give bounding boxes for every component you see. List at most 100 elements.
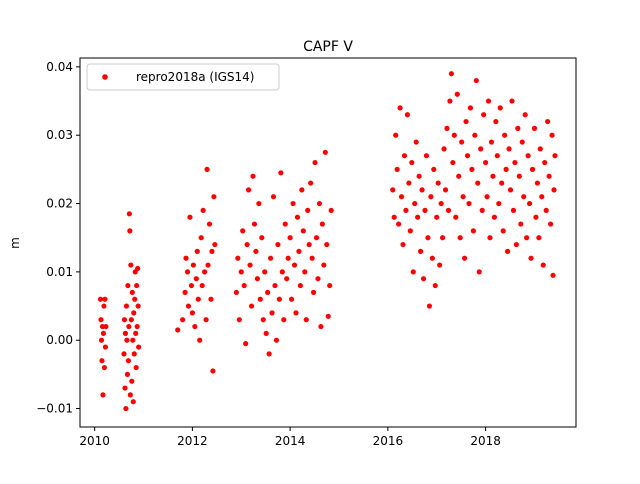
data-point xyxy=(240,228,246,234)
data-point xyxy=(536,235,542,241)
data-point xyxy=(257,296,263,302)
data-point xyxy=(459,139,465,145)
data-point xyxy=(102,296,108,302)
data-point xyxy=(400,241,406,248)
data-point xyxy=(493,118,499,125)
data-point xyxy=(467,105,474,111)
data-point xyxy=(456,173,462,179)
data-point xyxy=(126,323,132,330)
x-tick-label: 2018 xyxy=(470,434,501,448)
data-point xyxy=(262,269,268,275)
data-point xyxy=(473,77,479,84)
data-point xyxy=(324,241,330,248)
data-point xyxy=(206,221,213,227)
data-point xyxy=(507,187,514,193)
data-point xyxy=(233,289,239,295)
data-point xyxy=(98,317,104,323)
data-point xyxy=(490,173,496,179)
data-point xyxy=(461,255,468,261)
data-point xyxy=(413,139,419,145)
plot-frame xyxy=(79,57,577,428)
data-point xyxy=(463,118,469,125)
data-point xyxy=(524,235,530,241)
data-point xyxy=(469,166,475,172)
data-point xyxy=(513,241,519,248)
x-tick-label: 2012 xyxy=(177,434,208,448)
data-point xyxy=(504,248,511,254)
data-point xyxy=(134,282,140,289)
data-point xyxy=(472,132,478,138)
data-point xyxy=(437,262,443,268)
data-point xyxy=(518,221,524,227)
data-point xyxy=(127,228,133,234)
data-point xyxy=(124,337,130,343)
data-point xyxy=(479,207,485,213)
y-tick-label: 0.04 xyxy=(46,60,73,74)
data-point xyxy=(445,207,452,213)
legend-marker xyxy=(102,74,108,80)
data-point xyxy=(488,139,495,145)
data-point xyxy=(425,235,431,241)
data-point xyxy=(439,235,446,241)
data-point xyxy=(476,269,482,275)
data-point xyxy=(193,276,199,282)
data-point xyxy=(282,221,288,227)
data-point xyxy=(180,317,186,323)
y-axis-label: m xyxy=(8,237,22,249)
data-point xyxy=(299,187,305,193)
data-point xyxy=(525,153,531,159)
data-point xyxy=(539,194,545,200)
data-point xyxy=(200,207,206,213)
data-point xyxy=(543,207,549,213)
data-point xyxy=(189,310,195,316)
data-point xyxy=(432,282,438,289)
data-point xyxy=(531,125,538,131)
data-point xyxy=(312,159,318,166)
data-point xyxy=(266,351,272,357)
legend-label: repro2018a (IGS14) xyxy=(136,70,254,84)
data-point xyxy=(537,146,543,152)
data-point xyxy=(310,289,317,295)
data-point xyxy=(315,276,321,282)
data-point xyxy=(185,303,192,309)
data-point xyxy=(515,125,521,131)
data-point xyxy=(245,187,252,193)
data-point xyxy=(418,248,424,254)
data-point xyxy=(499,180,505,186)
data-point xyxy=(248,303,255,309)
data-point xyxy=(442,187,449,193)
data-point xyxy=(279,269,285,275)
data-point xyxy=(309,255,315,261)
data-point xyxy=(454,91,460,97)
data-point xyxy=(428,194,434,200)
data-point xyxy=(190,262,196,268)
data-point xyxy=(416,173,422,179)
y-tick-label: 0.01 xyxy=(46,265,73,279)
data-point xyxy=(478,146,484,152)
data-point xyxy=(129,289,135,295)
data-point xyxy=(429,255,435,261)
data-point xyxy=(276,296,282,302)
data-point xyxy=(209,248,215,254)
data-point xyxy=(208,296,214,302)
data-point xyxy=(316,200,323,207)
data-point xyxy=(506,146,512,152)
data-point xyxy=(256,200,262,207)
data-point xyxy=(251,221,258,227)
data-point xyxy=(547,221,554,227)
data-point xyxy=(212,241,218,248)
data-point xyxy=(407,228,413,234)
data-point xyxy=(319,221,325,227)
data-point xyxy=(453,214,459,220)
data-point xyxy=(122,330,129,336)
data-point xyxy=(125,358,131,364)
data-point xyxy=(267,255,274,261)
data-point xyxy=(496,200,502,207)
data-point xyxy=(296,248,302,254)
data-point xyxy=(133,364,139,371)
data-point xyxy=(129,378,135,384)
data-point xyxy=(175,327,181,333)
data-point xyxy=(136,344,142,350)
data-point xyxy=(396,221,402,227)
